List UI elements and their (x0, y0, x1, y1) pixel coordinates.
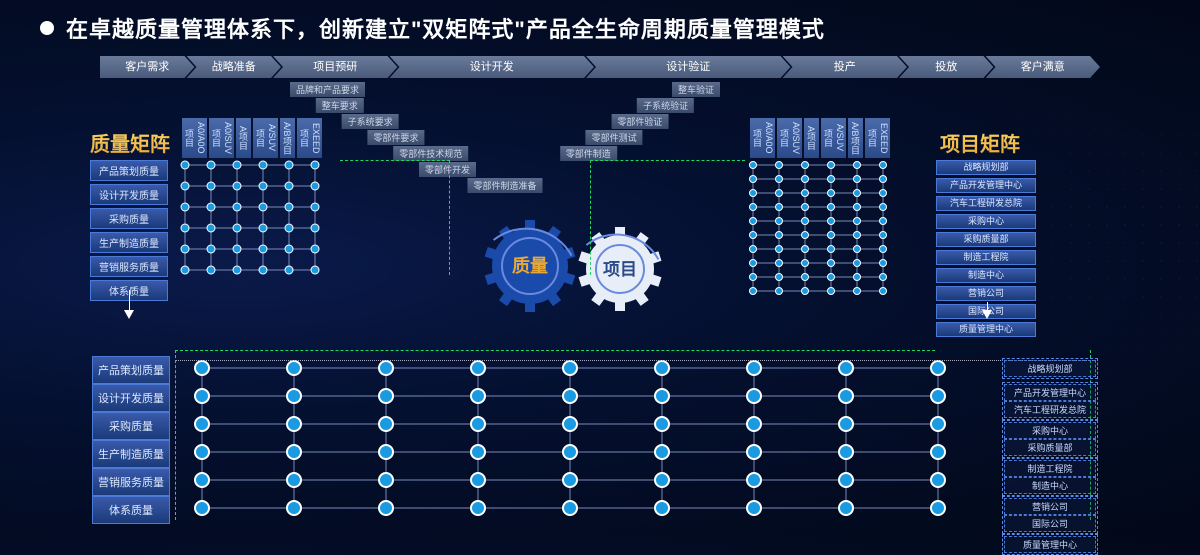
green-bottom-left (175, 350, 193, 520)
bottom-right-group-1: 产品开发管理中心汽车工程研发总院 (1002, 382, 1098, 420)
bottom-right-item-1-0: 产品开发管理中心 (1004, 384, 1096, 401)
bottom-right-item-2-1: 采购质量部 (1004, 439, 1096, 456)
green-bottom-left-top (175, 350, 935, 351)
bottom-right-item-5-0: 质量管理中心 (1004, 536, 1096, 553)
bottom-right-item-1-1: 汽车工程研发总院 (1004, 401, 1096, 418)
dotted-top-line (175, 360, 1095, 361)
bottom-right-group-2: 采购中心采购质量部 (1002, 420, 1098, 458)
bottom-right-group-4: 营销公司国际公司 (1002, 496, 1098, 534)
bottom-right-item-4-1: 国际公司 (1004, 515, 1096, 532)
bottom-right-item-4-0: 营销公司 (1004, 498, 1096, 515)
bottom-right-group-3: 制造工程院制造中心 (1002, 458, 1098, 496)
bottom-right-item-3-1: 制造中心 (1004, 477, 1096, 494)
bottom-right-group-0: 战略规划部 (1002, 358, 1098, 379)
bottom-right-item-2-0: 采购中心 (1004, 422, 1096, 439)
bottom-right-item-3-0: 制造工程院 (1004, 460, 1096, 477)
bottom-right-item-0-0: 战略规划部 (1004, 360, 1096, 377)
bottom-right-group-5: 质量管理中心 (1002, 534, 1098, 555)
